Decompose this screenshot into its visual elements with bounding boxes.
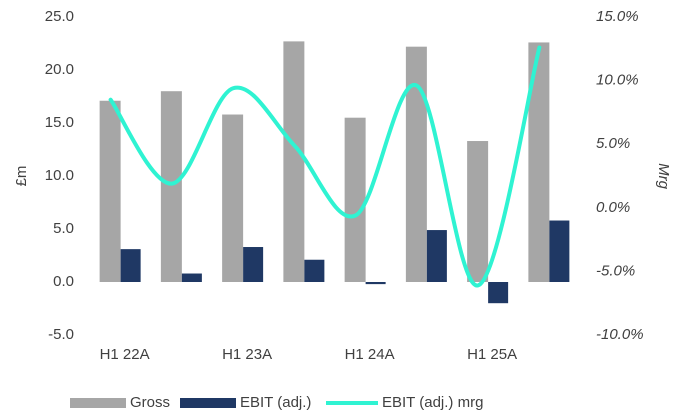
x-tick-label: H1 23A	[222, 346, 272, 363]
bar	[160, 91, 182, 282]
y-tick-label: -5.0	[48, 326, 74, 343]
bar	[528, 42, 550, 282]
legend-label: EBIT (adj.)	[240, 394, 311, 411]
bar	[549, 220, 570, 282]
x-tick-label: H1 22A	[100, 346, 150, 363]
bar	[181, 273, 202, 282]
y-tick-label: 25.0	[45, 8, 74, 25]
y2-tick-label: 5.0%	[596, 135, 630, 152]
bar	[283, 41, 305, 282]
y2-tick-label: 0.0%	[596, 199, 630, 216]
bar	[243, 247, 264, 282]
y-axis-label: £m	[13, 166, 30, 187]
y-tick-label: 10.0	[45, 167, 74, 184]
x-tick-label: H1 24A	[345, 346, 395, 363]
bar	[99, 100, 121, 283]
bar	[405, 46, 427, 283]
bar	[304, 259, 325, 282]
bar	[120, 249, 141, 282]
legend-label: EBIT (adj.) mrg	[382, 394, 483, 411]
bar	[467, 141, 489, 282]
y-tick-label: 5.0	[53, 220, 74, 237]
legend-swatch	[70, 398, 126, 408]
y2-tick-label: 10.0%	[596, 72, 639, 89]
bar	[488, 282, 509, 304]
bar	[365, 282, 386, 285]
bar	[426, 230, 447, 282]
y2-axis-label: Mrg	[655, 163, 672, 189]
y-tick-label: 0.0	[53, 273, 74, 290]
y2-tick-label: -5.0%	[596, 262, 635, 279]
y2-tick-label: -10.0%	[596, 326, 644, 343]
legend-swatch	[180, 398, 236, 408]
y2-tick-label: 15.0%	[596, 8, 639, 25]
y-tick-label: 20.0	[45, 61, 74, 78]
legend-label: Gross	[130, 394, 170, 411]
bar	[222, 114, 244, 283]
bar	[344, 117, 366, 282]
line	[108, 45, 542, 288]
y-tick-label: 15.0	[45, 114, 74, 131]
x-tick-label: H1 25A	[467, 346, 517, 363]
